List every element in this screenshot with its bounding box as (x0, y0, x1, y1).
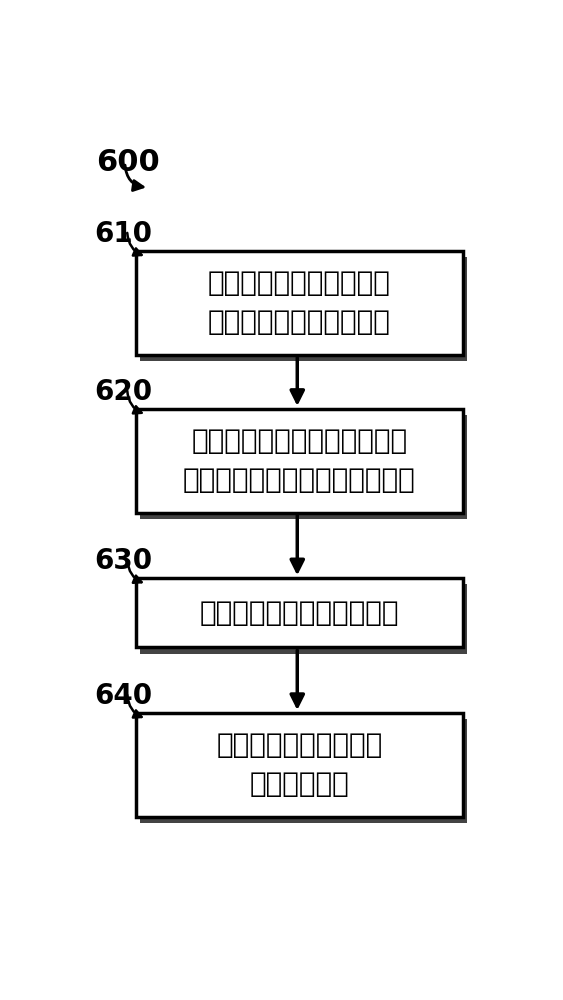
Bar (136, 409, 463, 513)
Text: 从振动计量仪中的计量仪
组件获得一个或多个信号: 从振动计量仪中的计量仪 组件获得一个或多个信号 (208, 269, 391, 336)
Text: 630: 630 (95, 547, 153, 575)
Bar (140, 584, 467, 654)
Text: 620: 620 (95, 378, 153, 406)
Text: 600: 600 (97, 148, 160, 177)
Text: 测量计量仪电子器件的温度: 测量计量仪电子器件的温度 (200, 599, 399, 627)
Bar (136, 251, 463, 355)
Text: 610: 610 (95, 220, 153, 248)
Bar (140, 415, 467, 519)
Text: 将所述一个或多个信号提供给
振动计量仪中的计量仪电子器件: 将所述一个或多个信号提供给 振动计量仪中的计量仪电子器件 (183, 427, 416, 494)
Bar (140, 257, 467, 361)
Bar (140, 719, 467, 823)
Bar (136, 578, 463, 647)
Text: 640: 640 (95, 682, 153, 710)
Bar (136, 713, 463, 817)
Text: 基于所测量的温度生成
信号参数偏移: 基于所测量的温度生成 信号参数偏移 (216, 731, 383, 798)
